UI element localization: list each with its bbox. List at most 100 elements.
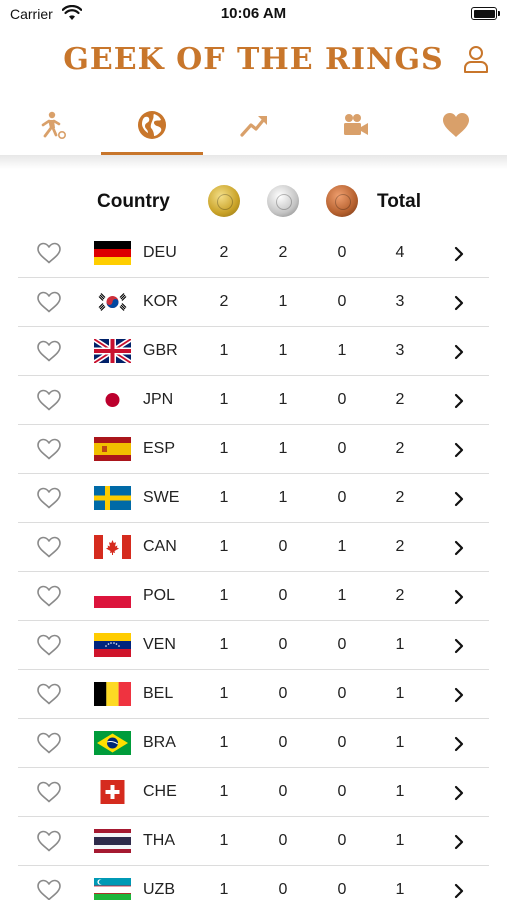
app-header: GEEK OF THE RINGS (0, 30, 507, 90)
table-row[interactable]: KOR 2 1 0 3 (0, 278, 507, 327)
country-code: GBR (143, 342, 178, 359)
flag-bel-icon (94, 682, 131, 706)
chevron-right-icon[interactable] (454, 785, 464, 801)
athlete-ball-icon (41, 111, 66, 139)
favorite-heart-icon[interactable] (36, 584, 62, 608)
column-country: Country (97, 191, 170, 212)
chevron-right-icon[interactable] (454, 491, 464, 507)
chevron-right-icon[interactable] (454, 589, 464, 605)
medal-table-header: Country Total (0, 178, 507, 224)
flag-can-icon (94, 535, 131, 559)
chevron-right-icon[interactable] (454, 246, 464, 262)
favorite-heart-icon[interactable] (36, 290, 62, 314)
favorite-heart-icon[interactable] (36, 437, 62, 461)
bronze-count: 0 (337, 489, 347, 506)
table-row[interactable]: CHE 1 0 0 1 (0, 768, 507, 817)
flag-jpn-icon (94, 388, 131, 412)
tab-trends[interactable] (203, 95, 304, 155)
country-code: UZB (143, 881, 175, 898)
table-row[interactable]: BEL 1 0 0 1 (0, 670, 507, 719)
heart-icon (443, 113, 470, 137)
status-bar: Carrier 10:06 AM (0, 0, 507, 30)
favorite-heart-icon[interactable] (36, 780, 62, 804)
country-code: CAN (143, 538, 177, 555)
chevron-right-icon[interactable] (454, 687, 464, 703)
total-count: 2 (395, 391, 405, 408)
chevron-right-icon[interactable] (454, 295, 464, 311)
silver-count: 0 (278, 636, 288, 653)
total-count: 4 (395, 244, 405, 261)
table-row[interactable]: BRA 1 0 0 1 (0, 719, 507, 768)
chevron-right-icon[interactable] (454, 393, 464, 409)
gold-count: 1 (219, 489, 229, 506)
country-code: ESP (143, 440, 176, 457)
silver-count: 0 (278, 832, 288, 849)
total-count: 3 (395, 293, 405, 310)
bronze-count: 0 (337, 734, 347, 751)
gold-count: 1 (219, 636, 229, 653)
gold-count: 1 (219, 342, 229, 359)
favorite-heart-icon[interactable] (36, 388, 62, 412)
favorite-heart-icon[interactable] (36, 829, 62, 853)
tab-favorites[interactable] (406, 95, 507, 155)
table-row[interactable]: VEN 1 0 0 1 (0, 621, 507, 670)
silver-count: 0 (278, 881, 288, 898)
flag-ven-icon (94, 633, 131, 657)
total-count: 2 (395, 440, 405, 457)
table-row[interactable]: ESP 1 1 0 2 (0, 425, 507, 474)
gold-count: 1 (219, 538, 229, 555)
gold-count: 1 (219, 881, 229, 898)
country-code: SWE (143, 489, 180, 506)
total-count: 1 (395, 734, 405, 751)
country-code: POL (143, 587, 176, 604)
total-count: 1 (395, 832, 405, 849)
country-code: BRA (143, 734, 176, 751)
gold-count: 1 (219, 391, 229, 408)
tab-videos[interactable] (304, 95, 405, 155)
favorite-heart-icon[interactable] (36, 535, 62, 559)
table-row[interactable]: THA 1 0 0 1 (0, 817, 507, 866)
table-row[interactable]: GBR 1 1 1 3 (0, 327, 507, 376)
favorite-heart-icon[interactable] (36, 339, 62, 363)
silver-count: 1 (278, 489, 288, 506)
chevron-right-icon[interactable] (454, 344, 464, 360)
user-profile-icon[interactable] (463, 44, 489, 74)
flag-kor-icon (94, 290, 131, 314)
favorite-heart-icon[interactable] (36, 878, 62, 900)
silver-count: 2 (278, 244, 288, 261)
tab-bar (0, 95, 507, 155)
total-count: 1 (395, 881, 405, 898)
table-row[interactable]: SWE 1 1 0 2 (0, 474, 507, 523)
tab-countries[interactable] (101, 95, 204, 155)
tab-bar-shadow (0, 155, 507, 169)
chevron-right-icon[interactable] (454, 540, 464, 556)
gold-count: 1 (219, 685, 229, 702)
bronze-count: 0 (337, 832, 347, 849)
bronze-count: 1 (337, 587, 347, 604)
table-row[interactable]: UZB 1 0 0 1 (0, 866, 507, 900)
chevron-right-icon[interactable] (454, 638, 464, 654)
tab-athletes[interactable] (0, 95, 101, 155)
gold-count: 2 (219, 244, 229, 261)
table-row[interactable]: CAN 1 0 1 2 (0, 523, 507, 572)
country-code: BEL (143, 685, 174, 702)
chevron-right-icon[interactable] (454, 442, 464, 458)
table-row[interactable]: DEU 2 2 0 4 (0, 229, 507, 278)
carrier-label: Carrier (10, 6, 53, 22)
favorite-heart-icon[interactable] (36, 731, 62, 755)
favorite-heart-icon[interactable] (36, 682, 62, 706)
favorite-heart-icon[interactable] (36, 486, 62, 510)
silver-count: 0 (278, 587, 288, 604)
chevron-right-icon[interactable] (454, 883, 464, 899)
bronze-count: 0 (337, 244, 347, 261)
favorite-heart-icon[interactable] (36, 633, 62, 657)
favorite-heart-icon[interactable] (36, 241, 62, 265)
chevron-right-icon[interactable] (454, 736, 464, 752)
total-count: 1 (395, 783, 405, 800)
medal-table: DEU 2 2 0 4 KOR 2 1 0 3 GBR 1 1 1 3 JPN 1 1 0 2 ESP 1 1 0 2 SWE 1 1… (0, 229, 507, 900)
flag-gbr-icon (94, 339, 131, 363)
table-row[interactable]: JPN 1 1 0 2 (0, 376, 507, 425)
bronze-count: 0 (337, 391, 347, 408)
table-row[interactable]: POL 1 0 1 2 (0, 572, 507, 621)
chevron-right-icon[interactable] (454, 834, 464, 850)
